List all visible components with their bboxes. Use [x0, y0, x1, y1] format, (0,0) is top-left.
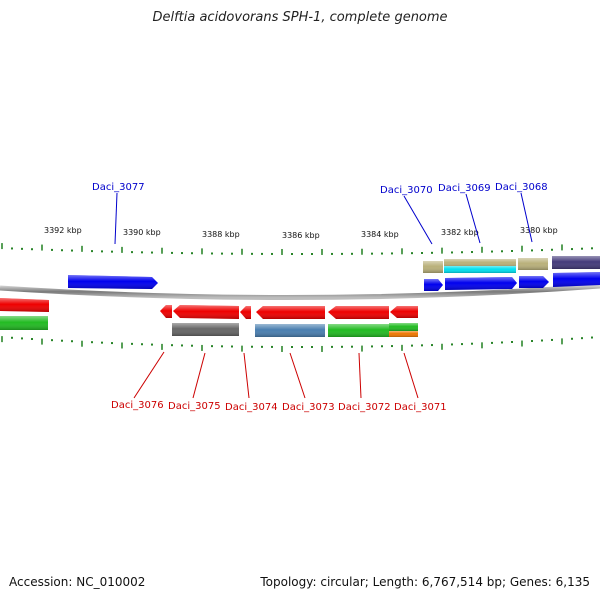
gene-label[interactable]: Daci_3068	[495, 182, 548, 193]
gene-daci-3073[interactable]	[256, 306, 325, 319]
gene-daci-3076[interactable]	[160, 305, 172, 318]
gene-daci-3070[interactable]	[424, 279, 443, 291]
ruler-label: 3388 kbp	[202, 230, 240, 239]
gene-daci-3075[interactable]	[173, 305, 239, 319]
feature-bars-top	[423, 256, 600, 273]
gene-label[interactable]: Daci_3077	[92, 182, 145, 193]
gene-label[interactable]: Daci_3071	[394, 402, 447, 413]
ruler-label: 3392 kbp	[44, 226, 82, 235]
gene-daci-3074[interactable]	[240, 306, 251, 319]
ruler-label: 3382 kbp	[441, 228, 479, 237]
ruler-label: 3380 kbp	[520, 226, 558, 235]
ruler-labels: 3392 kbp 3390 kbp 3388 kbp 3386 kbp 3384…	[44, 226, 558, 240]
gene-daci-3072[interactable]	[328, 306, 389, 319]
accession-text: Accession: NC_010002	[9, 575, 146, 589]
ruler-ticks-top	[1, 243, 593, 255]
gene-label[interactable]: Daci_3070	[380, 185, 433, 196]
gene-label[interactable]: Daci_3074	[225, 402, 278, 413]
ruler-ticks-bottom	[1, 336, 593, 352]
genome-backbone	[0, 283, 600, 301]
map-title: Delftia acidovorans SPH-1, complete geno…	[152, 10, 448, 25]
gene-label[interactable]: Daci_3075	[168, 401, 221, 412]
genome-summary-text: Topology: circular; Length: 6,767,514 bp…	[260, 575, 590, 589]
gene-daci-3069[interactable]	[445, 277, 517, 290]
gene-offscreen-reverse[interactable]	[0, 298, 49, 312]
feature-bars-bottom	[0, 316, 418, 337]
gene-labels-top: Daci_3077 Daci_3070 Daci_3069 Daci_3068	[92, 182, 548, 196]
gene-label[interactable]: Daci_3069	[438, 183, 491, 194]
callout-lines	[114, 192, 533, 399]
ruler-label: 3386 kbp	[282, 231, 320, 240]
gene-label[interactable]: Daci_3076	[111, 400, 164, 411]
gene-daci-3077[interactable]	[68, 275, 158, 289]
gene-label[interactable]: Daci_3072	[338, 402, 391, 413]
gene-daci-3071[interactable]	[390, 306, 418, 318]
gene-offscreen-forward[interactable]	[553, 272, 600, 287]
reverse-strand-features	[0, 298, 418, 337]
forward-strand-features	[68, 256, 600, 291]
ruler-label: 3384 kbp	[361, 230, 399, 239]
gene-daci-3068[interactable]	[519, 276, 549, 288]
ruler-label: 3390 kbp	[123, 228, 161, 237]
gene-label[interactable]: Daci_3073	[282, 402, 335, 413]
gene-labels-bottom: Daci_3076 Daci_3075 Daci_3074 Daci_3073 …	[111, 400, 447, 413]
